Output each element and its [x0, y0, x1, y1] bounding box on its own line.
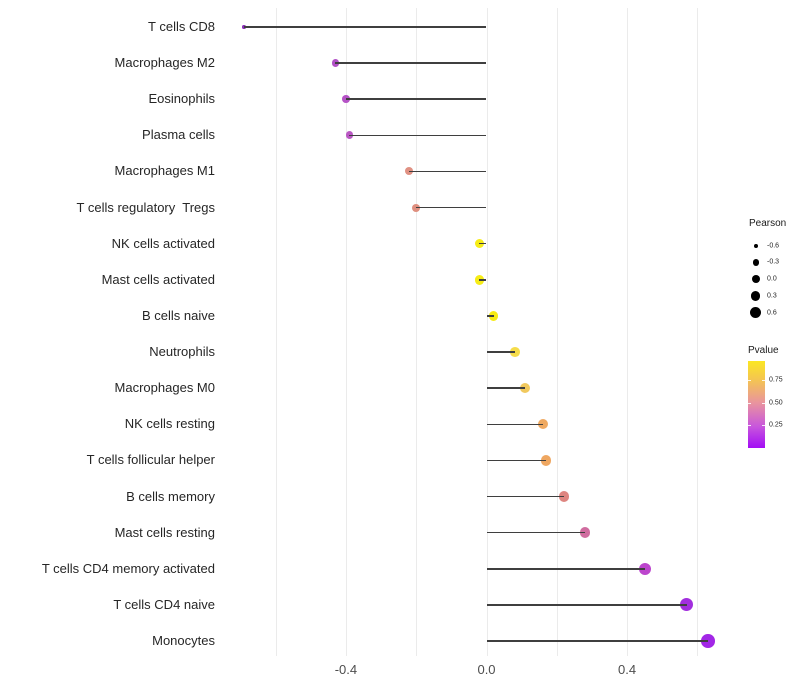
gridline [416, 8, 418, 656]
stem-line [479, 279, 487, 281]
data-point [579, 527, 591, 539]
size-legend-label: 0.3 [767, 292, 777, 300]
data-point [345, 131, 354, 140]
category-label: Monocytes [152, 633, 215, 649]
pvalue-tickmark [748, 380, 751, 382]
data-point [701, 634, 715, 648]
pvalue-tickmark [762, 425, 765, 427]
size-legend-dot [750, 307, 762, 318]
stem-line [243, 26, 487, 28]
gridline [627, 8, 629, 656]
pvalue-legend-title: Pvalue [748, 345, 779, 356]
x-tick-label: -0.4 [334, 662, 358, 677]
pvalue-tickmark [748, 402, 751, 404]
category-label: Eosinophils [148, 91, 216, 107]
data-point [488, 311, 499, 321]
stem-line [345, 98, 487, 100]
gridline [275, 8, 277, 656]
stem-line [486, 568, 645, 570]
x-tick-label: 0.4 [618, 662, 637, 677]
category-label: Macrophages M0 [114, 380, 215, 396]
category-label: B cells memory [126, 488, 215, 504]
data-point [680, 598, 694, 612]
stem-line [486, 640, 708, 642]
pvalue-tickmark [762, 402, 765, 404]
pvalue-tickmark [748, 425, 751, 427]
category-label: T cells CD8 [148, 19, 215, 34]
size-legend-dot [750, 291, 761, 301]
gridline [697, 8, 699, 656]
size-legend-dot [752, 259, 759, 266]
stem-line [479, 242, 487, 245]
pvalue-tick-label: 0.50 [769, 399, 783, 407]
category-label: Mast cells activated [101, 271, 215, 287]
size-legend-label: -0.6 [767, 242, 780, 250]
category-label: Mast cells resting [114, 524, 215, 540]
data-point [331, 59, 340, 67]
pearson-legend-title: Pearson [749, 218, 787, 229]
stem-line [349, 134, 487, 137]
gridline [345, 8, 347, 656]
pvalue-tickmark [762, 380, 765, 382]
data-point [509, 347, 520, 357]
stem-line [486, 495, 564, 498]
category-label: NK cells activated [111, 235, 215, 251]
stem-line [486, 387, 526, 389]
category-label: Macrophages M1 [114, 163, 215, 179]
gridline [556, 8, 558, 656]
pvalue-colorbar [748, 361, 765, 448]
stem-line [416, 206, 487, 209]
gridline [486, 8, 488, 656]
data-point [474, 239, 485, 249]
data-point [638, 562, 651, 575]
size-legend-label: 0.6 [767, 309, 777, 316]
category-label: Plasma cells [142, 127, 215, 143]
size-legend-label: -0.3 [767, 258, 780, 266]
stem-line [486, 459, 547, 462]
category-label: T cells follicular helper [86, 452, 215, 468]
category-label: B cells naive [142, 307, 215, 323]
category-label: T cells regulatory Tregs [76, 199, 215, 215]
size-legend-dot [753, 243, 758, 248]
data-point [520, 383, 531, 394]
stem-line [486, 423, 543, 426]
category-label: NK cells resting [124, 416, 215, 432]
category-label: Macrophages M2 [114, 55, 215, 71]
stem-line [409, 170, 487, 173]
stem-line [486, 531, 585, 534]
pvalue-tick-label: 0.75 [769, 376, 783, 384]
category-label: T cells CD4 memory activated [41, 560, 215, 576]
size-legend-dot [751, 274, 760, 284]
stem-line [486, 315, 494, 317]
x-tick-label: 0.0 [477, 662, 496, 677]
category-label: Neutrophils [149, 344, 215, 360]
size-legend-label: 0.0 [767, 275, 777, 283]
data-point [474, 275, 485, 285]
category-label: T cells CD4 naive [113, 596, 215, 612]
stem-line [486, 604, 687, 606]
stem-line [486, 351, 515, 353]
stem-line [335, 62, 487, 64]
pvalue-tick-label: 0.25 [769, 421, 783, 429]
